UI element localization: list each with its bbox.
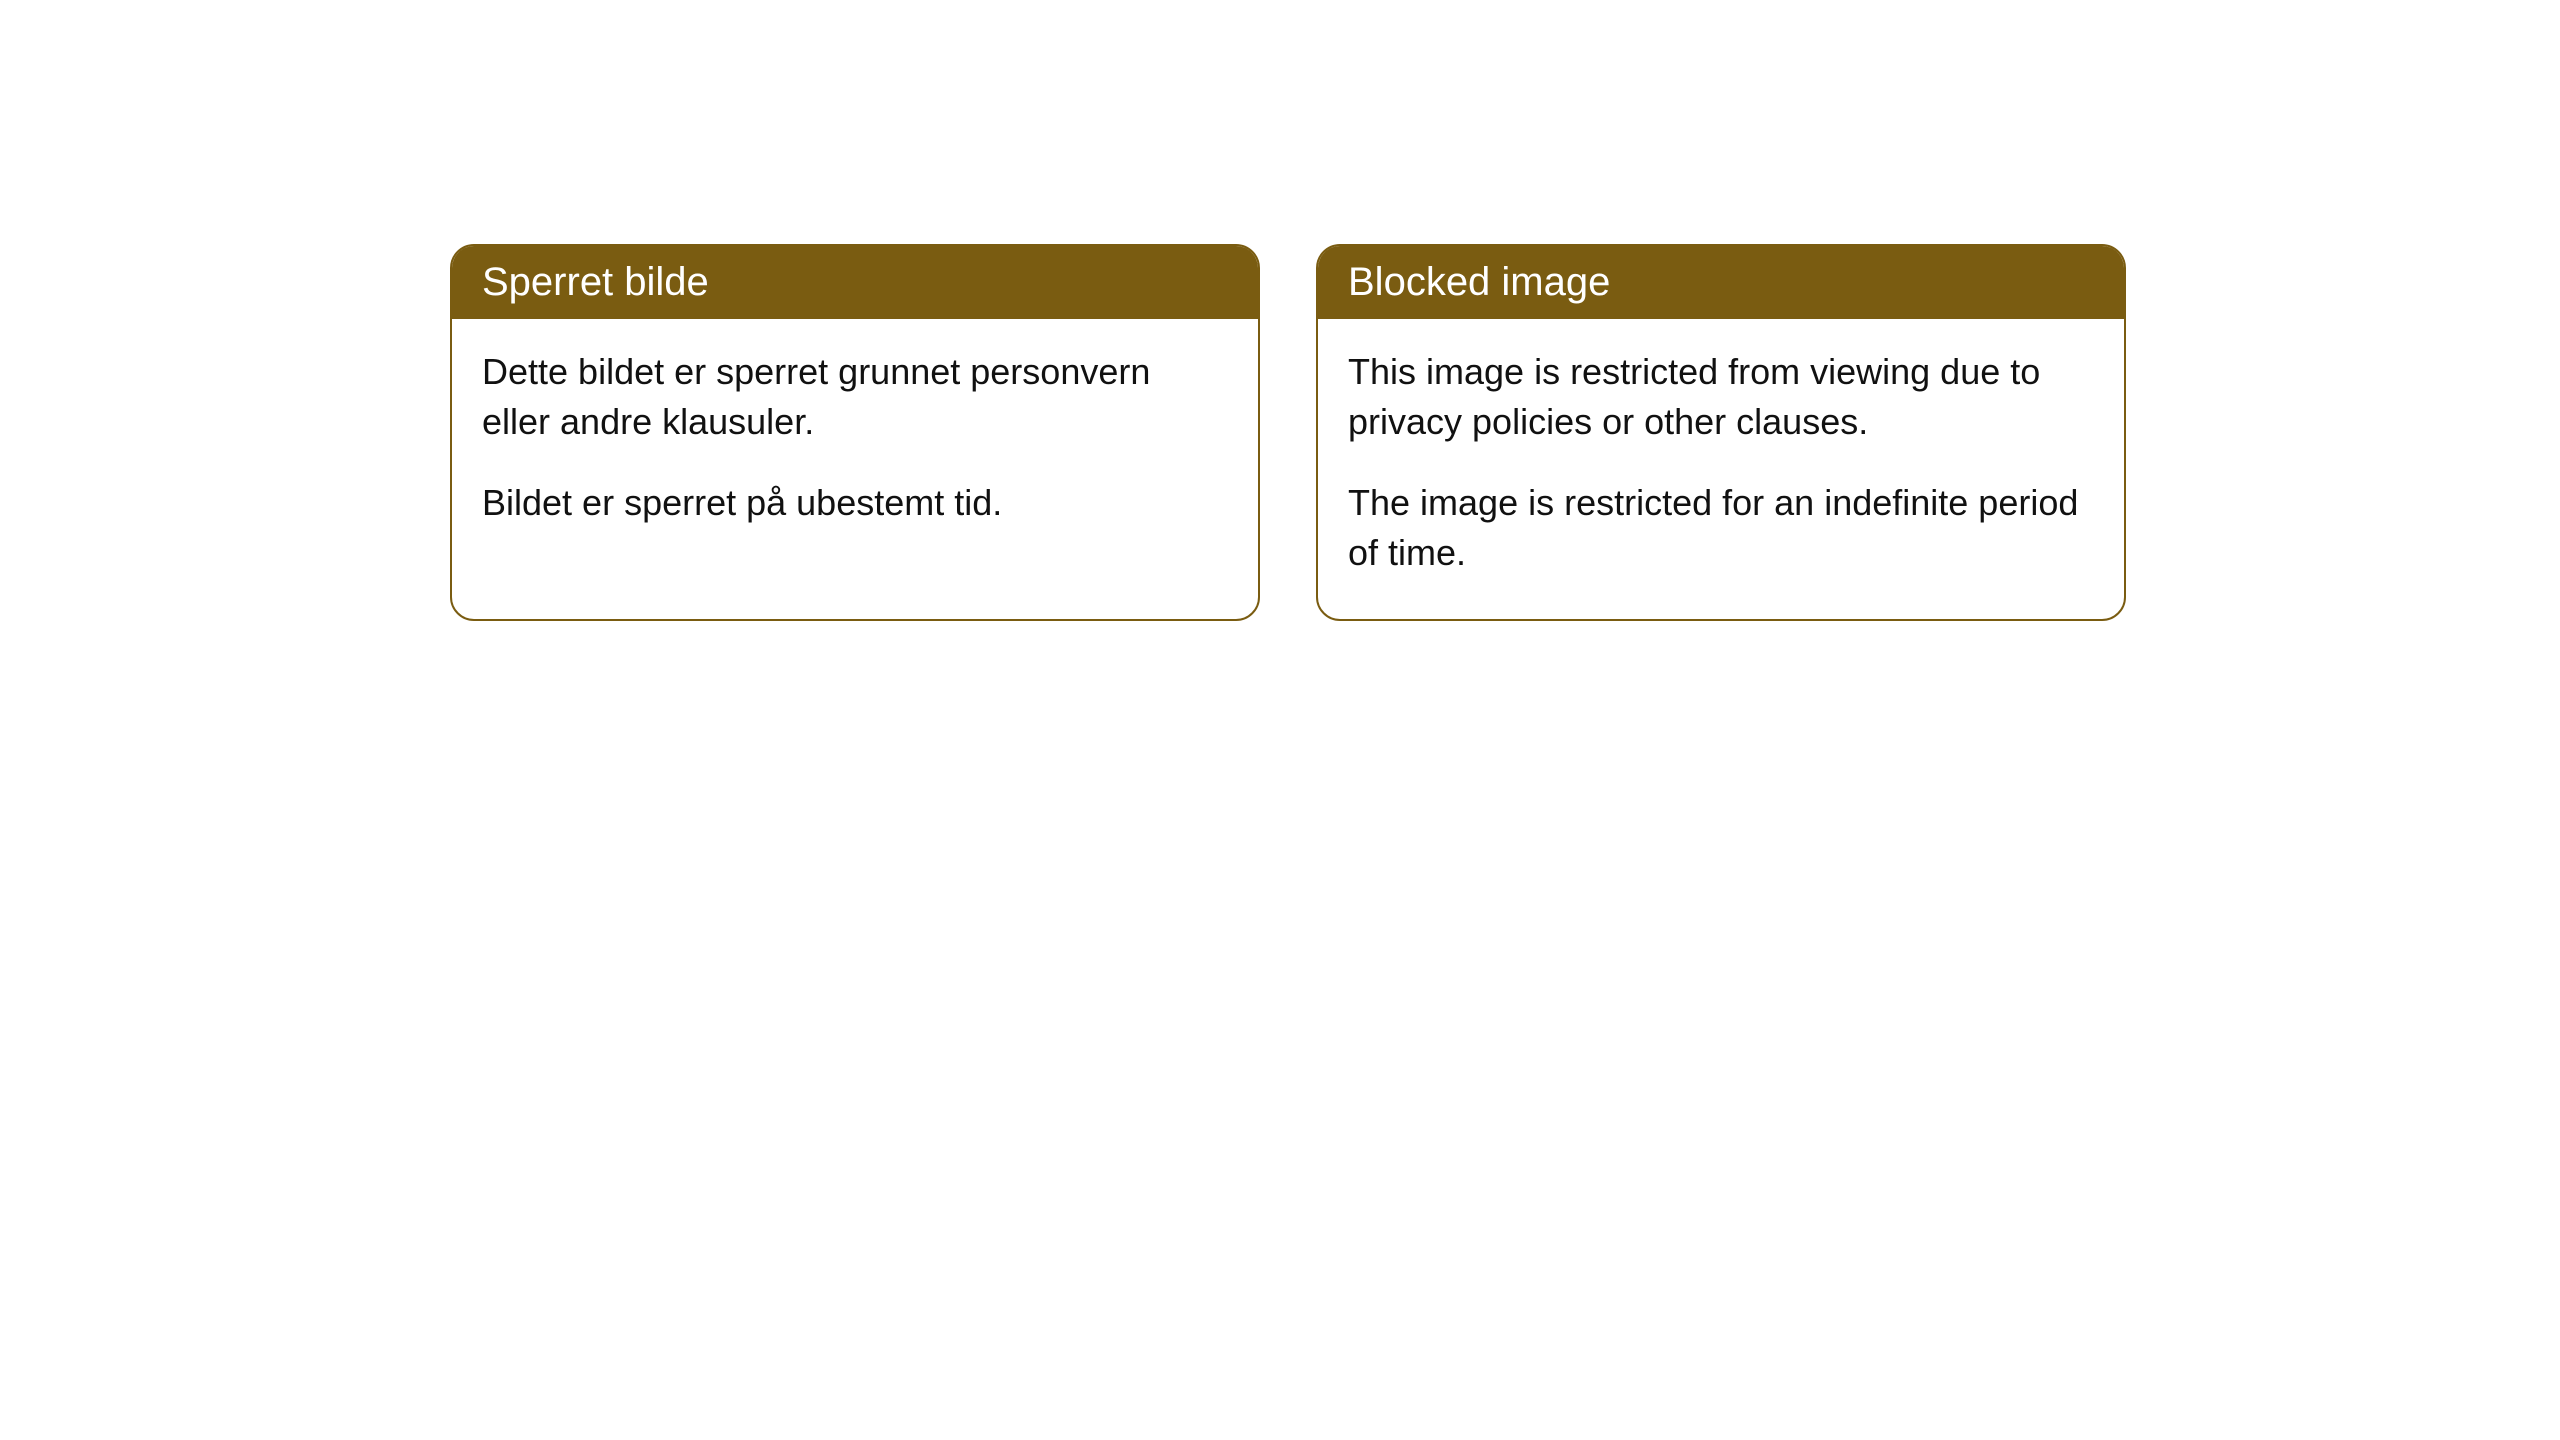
paragraph-2-english: The image is restricted for an indefinit… xyxy=(1348,478,2094,579)
paragraph-1-english: This image is restricted from viewing du… xyxy=(1348,347,2094,448)
card-norwegian: Sperret bilde Dette bildet er sperret gr… xyxy=(450,244,1260,621)
card-header-english: Blocked image xyxy=(1318,246,2124,319)
card-container: Sperret bilde Dette bildet er sperret gr… xyxy=(450,244,2126,621)
card-english: Blocked image This image is restricted f… xyxy=(1316,244,2126,621)
paragraph-2-norwegian: Bildet er sperret på ubestemt tid. xyxy=(482,478,1228,528)
card-body-norwegian: Dette bildet er sperret grunnet personve… xyxy=(452,319,1258,568)
card-body-english: This image is restricted from viewing du… xyxy=(1318,319,2124,619)
card-header-norwegian: Sperret bilde xyxy=(452,246,1258,319)
paragraph-1-norwegian: Dette bildet er sperret grunnet personve… xyxy=(482,347,1228,448)
